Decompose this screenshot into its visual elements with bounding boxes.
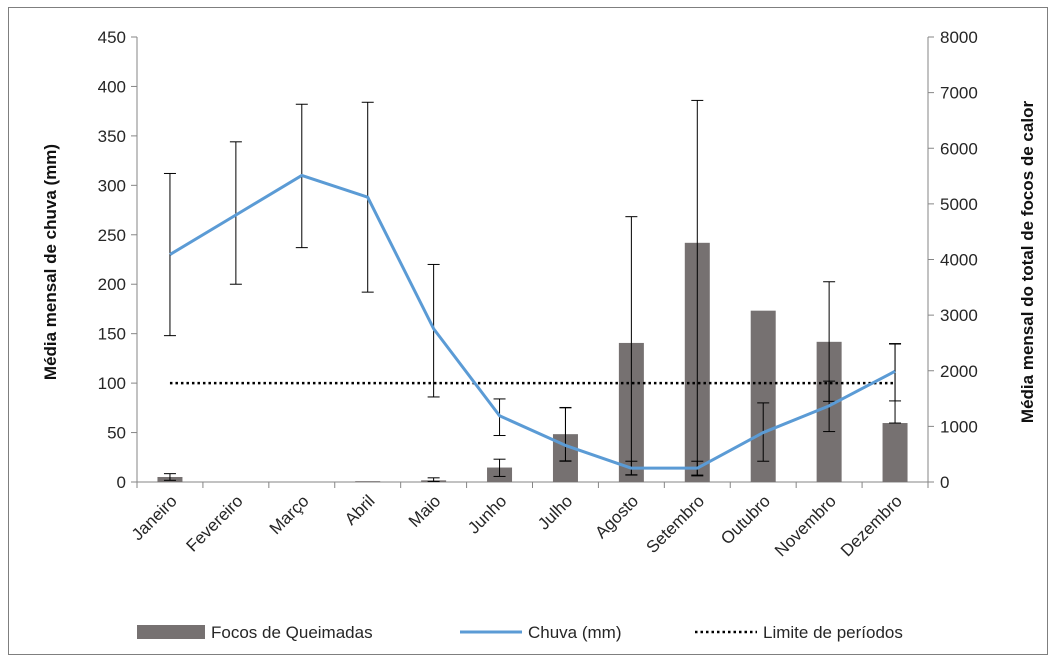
y-left-tick-label: 350 — [98, 127, 126, 146]
legend-swatch-focos — [137, 625, 205, 639]
line-error-bars — [163, 101, 902, 476]
x-tick-label: Agosto — [591, 491, 642, 542]
y-right-tick-label: 8000 — [940, 28, 978, 47]
y-left-tick-label: 250 — [98, 226, 126, 245]
bar-series — [157, 242, 908, 482]
y-left-tick-label: 0 — [117, 473, 126, 492]
y-left-tick-label: 300 — [98, 176, 126, 195]
y-left-tick-label: 450 — [98, 28, 126, 47]
x-tick-label: Janeiro — [128, 491, 181, 544]
axes — [131, 36, 934, 488]
y-left-tick-label: 100 — [98, 374, 126, 393]
legend-label-focos: Focos de Queimadas — [211, 623, 373, 642]
bar-error-bars — [163, 99, 902, 482]
y-axis-right-title: Média mensal do total de focos de calor — [1018, 101, 1037, 424]
y-right-tick-label: 2000 — [940, 362, 978, 381]
legend: Focos de Queimadas Chuva (mm) Limite de pe… — [137, 623, 903, 642]
chuva-line — [169, 173, 896, 470]
bar-focos-3 — [355, 481, 381, 482]
x-tick-label: Junho — [464, 491, 510, 537]
y-right-tick-label: 5000 — [940, 195, 978, 214]
x-tick-label: Abril — [341, 491, 378, 528]
x-tick-label: Julho — [534, 491, 576, 533]
x-tick-label: Fevereiro — [182, 491, 246, 555]
y-right-tick-label: 0 — [940, 473, 949, 492]
y-right-tick-label: 3000 — [940, 306, 978, 325]
x-tick-label: Dezembro — [837, 491, 906, 560]
legend-label-limite: Limite de períodos — [763, 623, 903, 642]
x-tick-label: Outubro — [717, 491, 774, 548]
x-tick-label: Março — [266, 491, 313, 538]
y-right-tick-label: 1000 — [940, 417, 978, 436]
y-right-tick-label: 7000 — [940, 84, 978, 103]
legend-label-chuva: Chuva (mm) — [528, 623, 622, 642]
tick-labels: 0 50 100 150 200 250 300 350 400 450 0 1000 2000 3000… — [98, 28, 978, 560]
y-left-tick-label: 200 — [98, 275, 126, 294]
x-tick-label: Novembro — [771, 491, 840, 560]
chart-frame — [8, 7, 1048, 655]
bar-focos-11 — [882, 423, 908, 482]
y-left-tick-label: 400 — [98, 77, 126, 96]
x-tick-label: Setembro — [643, 491, 709, 557]
line-series — [169, 173, 896, 470]
x-tick-label: Maio — [405, 491, 444, 530]
y-right-tick-label: 6000 — [940, 139, 978, 158]
y-axis-left-title: Média mensal de chuva (mm) — [41, 144, 60, 380]
y-left-tick-label: 150 — [98, 325, 126, 344]
y-right-tick-label: 4000 — [940, 251, 978, 270]
y-left-tick-label: 50 — [107, 424, 126, 443]
